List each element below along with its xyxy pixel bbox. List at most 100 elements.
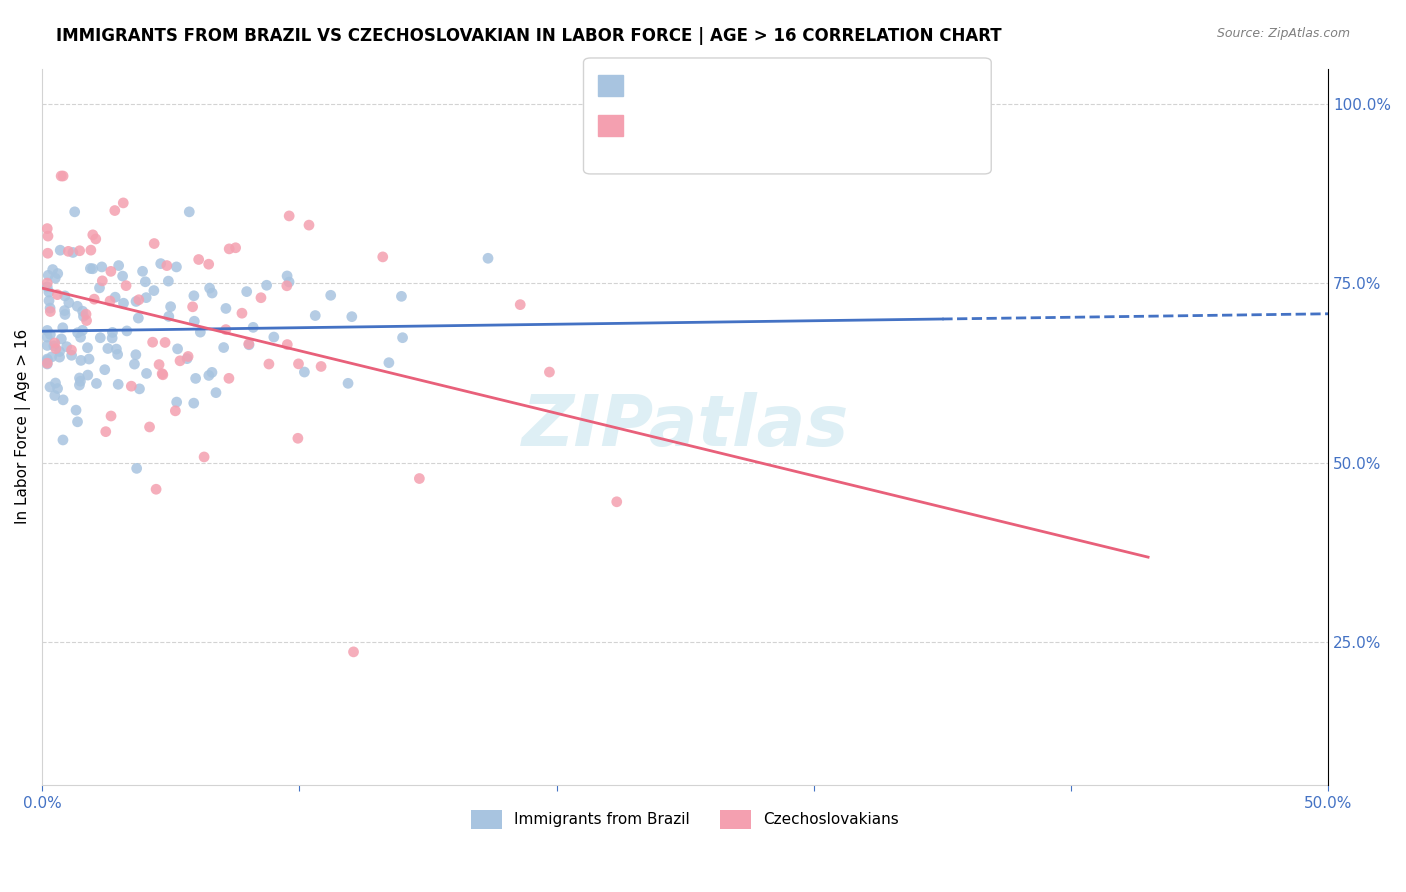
Point bbox=[184, 371, 207, 385]
Point bbox=[294, 365, 316, 379]
Point bbox=[48, 344, 70, 359]
Point bbox=[77, 352, 100, 367]
Point bbox=[37, 276, 59, 290]
Point bbox=[201, 285, 224, 300]
Point bbox=[49, 169, 72, 183]
Point bbox=[135, 367, 157, 381]
Point bbox=[62, 245, 84, 260]
Point bbox=[60, 348, 83, 362]
Point bbox=[82, 227, 104, 242]
Point bbox=[52, 392, 75, 407]
Point bbox=[107, 347, 129, 361]
Point bbox=[304, 309, 326, 323]
Point bbox=[39, 380, 62, 394]
Point bbox=[287, 431, 309, 445]
Point bbox=[125, 294, 148, 309]
Point bbox=[72, 323, 94, 337]
Point bbox=[257, 357, 280, 371]
Point bbox=[176, 351, 198, 366]
Point bbox=[215, 301, 238, 316]
Point bbox=[72, 310, 94, 324]
Point bbox=[378, 356, 401, 370]
Point bbox=[156, 259, 179, 273]
Point bbox=[128, 293, 150, 307]
Point bbox=[278, 275, 301, 289]
Point bbox=[69, 244, 91, 258]
Point bbox=[37, 268, 59, 283]
Point bbox=[250, 291, 273, 305]
Text: N =: N = bbox=[752, 78, 782, 92]
Point bbox=[124, 357, 146, 371]
Point bbox=[104, 290, 127, 304]
Point bbox=[235, 285, 257, 299]
Point bbox=[52, 433, 75, 447]
Text: N =: N = bbox=[752, 118, 782, 132]
Point bbox=[278, 209, 301, 223]
Point bbox=[143, 236, 166, 251]
Point bbox=[38, 285, 60, 299]
Point bbox=[142, 335, 165, 350]
Point bbox=[76, 368, 98, 382]
Point bbox=[149, 257, 172, 271]
Point bbox=[205, 385, 228, 400]
Point bbox=[37, 229, 59, 244]
Point bbox=[150, 367, 173, 381]
Point bbox=[340, 310, 363, 324]
Point bbox=[45, 342, 67, 356]
Point bbox=[183, 314, 205, 328]
Point bbox=[105, 342, 128, 356]
Point bbox=[287, 357, 309, 371]
Point bbox=[509, 298, 531, 312]
Point bbox=[166, 342, 188, 356]
Point bbox=[201, 365, 224, 379]
Point bbox=[66, 415, 89, 429]
Point bbox=[51, 332, 73, 346]
Point bbox=[55, 340, 77, 354]
Point bbox=[145, 482, 167, 496]
Point bbox=[238, 337, 260, 351]
Point bbox=[37, 246, 59, 260]
Point bbox=[319, 288, 342, 302]
Point bbox=[90, 260, 112, 274]
Point bbox=[41, 262, 63, 277]
Point bbox=[75, 307, 97, 321]
Point bbox=[276, 268, 298, 283]
Point bbox=[44, 335, 66, 350]
Text: Source: ZipAtlas.com: Source: ZipAtlas.com bbox=[1216, 27, 1350, 40]
Text: R =: R = bbox=[612, 118, 650, 132]
Point bbox=[157, 274, 180, 288]
Point bbox=[37, 338, 59, 352]
Point bbox=[153, 335, 176, 350]
Point bbox=[37, 356, 59, 370]
Point bbox=[52, 320, 75, 334]
Point bbox=[37, 330, 59, 344]
Point bbox=[44, 376, 66, 390]
Point bbox=[231, 306, 253, 320]
Point bbox=[37, 280, 59, 294]
Text: R =: R = bbox=[612, 78, 650, 92]
Point bbox=[148, 358, 170, 372]
Point bbox=[100, 264, 122, 278]
Point bbox=[276, 337, 298, 351]
Point bbox=[212, 341, 235, 355]
Point bbox=[198, 281, 221, 295]
Point bbox=[128, 382, 150, 396]
Point bbox=[138, 420, 160, 434]
Point bbox=[58, 295, 80, 310]
Point bbox=[104, 203, 127, 218]
Point bbox=[215, 323, 238, 337]
Point bbox=[41, 350, 63, 364]
Point bbox=[152, 368, 174, 382]
Point bbox=[42, 339, 65, 353]
Point bbox=[408, 471, 430, 485]
Point bbox=[44, 271, 66, 285]
Point bbox=[135, 291, 157, 305]
Point bbox=[276, 278, 298, 293]
Point bbox=[80, 243, 103, 257]
Point bbox=[125, 348, 148, 362]
Text: 67: 67 bbox=[801, 116, 824, 134]
Point bbox=[177, 350, 200, 364]
Point bbox=[218, 371, 240, 385]
Point bbox=[127, 311, 149, 326]
Text: IMMIGRANTS FROM BRAZIL VS CZECHOSLOVAKIAN IN LABOR FORCE | AGE > 16 CORRELATION : IMMIGRANTS FROM BRAZIL VS CZECHOSLOVAKIA… bbox=[56, 27, 1002, 45]
